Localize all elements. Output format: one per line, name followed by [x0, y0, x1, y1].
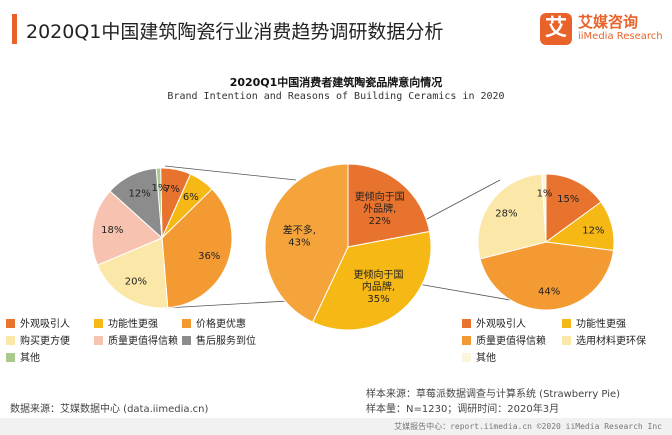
pie-label-reasons-foreign-4: 18% — [101, 225, 123, 236]
sample-size-note: 样本量：N=1230；调研时间：2020年3月 — [366, 404, 560, 415]
legend-left-swatch — [6, 353, 15, 362]
pie-label-reasons-domestic-4: 1% — [537, 189, 553, 200]
legend-left-swatch — [94, 319, 103, 328]
legend-right-item: 其他 — [462, 352, 496, 366]
pie-slice-reasons-domestic-4 — [541, 173, 547, 243]
footer-bar — [0, 418, 672, 435]
legend-left-swatch — [6, 319, 15, 328]
pie-reasons-foreign: 7%6% 36% 20% 18% 12% 1% — [91, 167, 233, 309]
legend-left-item: 价格更优惠 — [182, 318, 246, 332]
pie-slice-reasons-domestic-3 — [477, 173, 547, 260]
legend-right-item: 外观吸引人 — [462, 318, 526, 332]
legend-left-item: 购买更方便 — [6, 335, 70, 349]
legend-left-label: 售后服务到位 — [196, 336, 256, 347]
legend-left-label: 功能性更强 — [108, 319, 158, 330]
legend-right-label: 选用材料更环保 — [576, 336, 646, 347]
legend-right-swatch — [462, 353, 471, 362]
legend-left-label: 外观吸引人 — [20, 319, 70, 330]
legend-left-swatch — [6, 336, 15, 345]
page-title: 2020Q1中国建筑陶瓷行业消费趋势调研数据分析 — [26, 21, 444, 43]
legend-right-item: 功能性更强 — [562, 318, 626, 332]
legend-left-label: 购买更方便 — [20, 336, 70, 347]
pie-slice-reasons-domestic-0 — [545, 173, 602, 243]
legend-left-item: 质量更值得信赖 — [94, 335, 178, 349]
legend-left-item: 功能性更强 — [94, 318, 158, 332]
legend-left-swatch — [182, 336, 191, 345]
pie-label-reasons-foreign-3: 20% — [125, 277, 147, 288]
pie-slice-reasons-domestic-2 — [479, 241, 615, 311]
pie-slice-brand-intention-2 — [264, 163, 349, 323]
pie-slice-reasons-foreign-6 — [155, 167, 163, 239]
pie-label-reasons-domestic-1: 12% — [582, 225, 604, 236]
legend-right-label: 外观吸引人 — [476, 319, 526, 330]
legend-right-swatch — [462, 319, 471, 328]
brand-logo-icon: 艾 — [540, 13, 572, 45]
pie-label-reasons-domestic-0: 15% — [557, 194, 579, 205]
pie-label-brand-intention-1: 更倾向于国内品牌, 35% — [354, 268, 404, 305]
pie-label-reasons-domestic-3: 28% — [495, 209, 517, 220]
brand-name-cn: 艾媒咨询 — [578, 13, 639, 31]
legend-right-item: 质量更值得信赖 — [462, 335, 546, 349]
pie-slice-brand-intention-1 — [311, 230, 432, 331]
legend-right-swatch — [562, 319, 571, 328]
header: 2020Q1中国建筑陶瓷行业消费趋势调研数据分析 艾 艾媒咨询 iiMedia … — [0, 0, 672, 58]
legend-left-item: 其他 — [6, 352, 40, 366]
legend-right: 外观吸引人 功能性更强质量更值得信赖 选用材料更环保其他 — [462, 318, 667, 368]
header-accent-bar — [12, 14, 17, 44]
pie-label-reasons-domestic-2: 44% — [538, 286, 560, 297]
footer-text: 艾媒报告中心：report.iimedia.cn ©2020 iiMedia R… — [394, 422, 662, 431]
legend-right-label: 质量更值得信赖 — [476, 336, 546, 347]
chart-subtitle: Brand Intention and Reasons of Building … — [167, 91, 505, 102]
legend-left-swatch — [94, 336, 103, 345]
sample-source-note: 样本来源：草莓派数据调查与计算系统 (Strawberry Pie) — [366, 389, 621, 400]
legend-left-item: 外观吸引人 — [6, 318, 70, 332]
legend-left-label: 价格更优惠 — [196, 319, 246, 330]
pie-slice-brand-intention-0 — [347, 163, 431, 248]
pie-slice-reasons-foreign-3 — [96, 237, 169, 309]
brand-name-en: iiMedia Research — [578, 31, 663, 42]
pie-label-reasons-foreign-5: 12% — [128, 188, 150, 199]
legend-right-item: 选用材料更环保 — [562, 335, 646, 349]
legend-left-swatch — [182, 319, 191, 328]
pie-slice-reasons-foreign-4 — [91, 190, 163, 266]
pie-label-reasons-foreign-1: 6% — [183, 192, 199, 203]
brand-block: 艾 艾媒咨询 iiMedia Research — [540, 10, 663, 50]
legend-right-label: 其他 — [476, 353, 496, 364]
legend-right-swatch — [562, 336, 571, 345]
legend-right-label: 功能性更强 — [576, 319, 626, 330]
data-source-note: 数据来源：艾媒数据中心 (data.iimedia.cn) — [10, 404, 209, 415]
legend-left-label: 质量更值得信赖 — [108, 336, 178, 347]
pie-slice-reasons-foreign-2 — [161, 188, 233, 309]
pie-reasons-domestic: 15% 12% 44% 28% 1% — [477, 173, 615, 311]
pie-brand-intention: 更倾向于国外品牌, 22% 更倾向于国内品牌, 35% 差不多, 43% — [264, 163, 432, 331]
legend-left: 外观吸引人 功能性更强 价格更优惠购买更方便 质量更值得信赖 售后服务到位其他 — [6, 318, 266, 378]
pie-label-reasons-foreign-2: 36% — [198, 251, 220, 262]
pie-label-brand-intention-2: 差不多, 43% — [283, 224, 316, 249]
legend-right-swatch — [462, 336, 471, 345]
legend-left-item: 售后服务到位 — [182, 335, 256, 349]
legend-left-label: 其他 — [20, 353, 40, 364]
pie-label-brand-intention-0: 更倾向于国外品牌, 22% — [355, 190, 405, 227]
pie-label-reasons-foreign-6: 1% — [151, 183, 167, 194]
pie-label-reasons-foreign-0: 7% — [164, 184, 180, 195]
chart-title: 2020Q1中国消费者建筑陶瓷品牌意向情况 — [229, 76, 443, 89]
